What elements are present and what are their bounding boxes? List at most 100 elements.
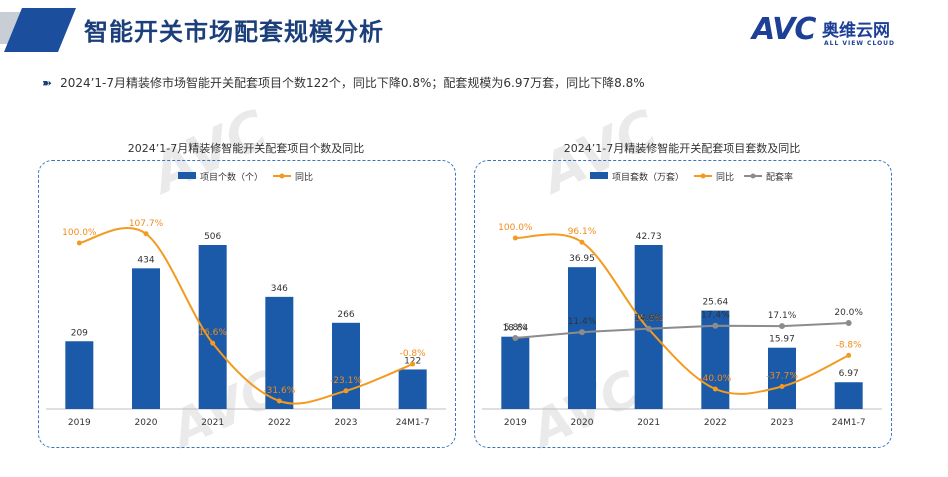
bar-value-label: 434 [137, 255, 154, 265]
yoy-line [79, 227, 414, 405]
line-point [712, 322, 719, 329]
x-tick-label: 2023 [771, 418, 794, 428]
logo-tagline: ALL VIEW CLOUD [824, 40, 896, 47]
line-value-label: 17.1% [768, 311, 797, 321]
x-tick-label: 2019 [68, 418, 91, 428]
legend-bar-swatch [178, 172, 196, 179]
legend-label: 配套率 [766, 171, 793, 183]
line-point [210, 340, 216, 346]
line-point [512, 335, 519, 341]
bar-value-label: 42.73 [636, 232, 662, 242]
bar-value-label: 25.64 [702, 298, 728, 308]
legend-label: 项目个数（个） [200, 171, 263, 183]
legend-label: 同比 [295, 171, 313, 183]
line-point [779, 384, 785, 390]
x-tick-label: 2019 [504, 418, 527, 428]
line-value-label: 15.6% [634, 314, 663, 324]
left-chart-title: 2024’1-7月精装修智能开关配套项目个数及同比 [127, 142, 365, 155]
bar [132, 268, 160, 409]
line-point [512, 235, 518, 241]
bar [568, 267, 596, 409]
summary-text: 2024’1-7月精装修市场智能开关配套项目个数122个，同比下降0.8%；配套… [60, 76, 645, 90]
line-value-label: 16.6% [198, 328, 227, 338]
legend-marker [750, 173, 756, 179]
line-point [645, 325, 652, 332]
x-tick-label: 2021 [637, 418, 660, 428]
line-value-label: 100.0% [62, 228, 97, 238]
line-value-label: 5.8% [504, 323, 527, 333]
bar-value-label: 36.95 [569, 254, 595, 264]
title-banner [0, 8, 76, 52]
arrow-bullet-icon: ➽ [42, 76, 53, 90]
legend-item: 项目套数（万套） [590, 171, 684, 183]
legend-marker [700, 173, 706, 179]
bar [332, 322, 360, 409]
x-tick-label: 24M1-7 [396, 418, 430, 428]
x-tick-label: 2020 [571, 418, 594, 428]
bar [65, 341, 94, 409]
yoy-line [515, 233, 850, 395]
line-value-label: -31.6% [263, 386, 295, 396]
line-point [579, 239, 585, 245]
bar-value-label: 266 [337, 310, 354, 320]
legend-item: 同比 [273, 171, 313, 183]
legend-label: 同比 [716, 171, 734, 183]
chart-legend: 项目套数（万套） 同比 配套率 [590, 171, 793, 183]
legend-item: 项目个数（个） [178, 171, 263, 183]
x-tick-label: 2021 [201, 418, 224, 428]
legend-bar-swatch [590, 172, 608, 179]
line-point [143, 231, 149, 237]
line-value-label: 17.4% [701, 311, 730, 321]
line-point [779, 323, 785, 330]
bar [834, 382, 863, 409]
line-value-label: 11.4% [568, 317, 597, 327]
legend-item: 配套率 [744, 171, 793, 183]
line-point [276, 398, 282, 404]
bar [265, 296, 294, 409]
bar-value-label: 18.84 [502, 324, 528, 334]
left-chart-panel [38, 160, 456, 448]
logo-name: 奥维云网 [822, 21, 890, 41]
line-point [846, 352, 852, 358]
line-value-label: -8.8% [836, 340, 863, 350]
right-chart-panel [474, 160, 892, 448]
bar-value-label: 346 [271, 284, 288, 294]
legend-label: 项目套数（万套） [612, 171, 684, 183]
bar [501, 336, 530, 409]
x-tick-label: 2022 [268, 418, 291, 428]
line-value-label: -40.0% [699, 374, 731, 384]
x-tick-label: 2023 [335, 418, 358, 428]
logo-mark: AVC [752, 12, 816, 47]
line-value-label: 107.7% [129, 219, 164, 229]
line-value-label: 20.0% [834, 308, 863, 318]
line-point [845, 320, 852, 326]
legend-item: 同比 [694, 171, 734, 183]
chart-legend: 项目个数（个） 同比 [178, 171, 313, 183]
page-title: 智能开关市场配套规模分析 [84, 18, 384, 46]
line-point [579, 329, 585, 336]
line-point [712, 386, 718, 392]
summary-line: ➽ 2024’1-7月精装修市场智能开关配套项目个数122个，同比下降0.8%；配… [42, 74, 645, 91]
bar-value-label: 15.97 [769, 335, 795, 345]
line-value-label: -23.1% [330, 376, 362, 386]
x-tick-label: 24M1-7 [832, 418, 866, 428]
line-value-label: 100.0% [498, 223, 533, 233]
bar [198, 245, 227, 409]
avc-logo: AVC 奥维云网 ALL VIEW CLOUD [752, 12, 912, 56]
left-chart: 项目个数（个） 同比 209 434 506 346 266 122 2019 2020 2021 2… [46, 171, 446, 428]
line-point [410, 361, 416, 367]
line-point [343, 388, 349, 394]
bar-value-label: 122 [404, 356, 421, 366]
line-value-label: -37.7% [766, 372, 798, 382]
bar-value-label: 6.97 [839, 369, 859, 379]
line-value-label: 96.1% [568, 227, 597, 237]
x-tick-label: 2020 [135, 418, 158, 428]
right-chart-title: 2024’1-7月精装修智能开关配套项目套数及同比 [563, 142, 801, 155]
right-chart: 项目套数（万套） 同比 配套率 18.84 36.95 42.73 25.64 15.97 6.… [482, 171, 882, 428]
bar [768, 347, 796, 409]
line-value-label: 14.6% [634, 314, 663, 324]
line-point [76, 240, 82, 246]
x-tick-label: 2022 [704, 418, 727, 428]
bar-value-label: 209 [71, 328, 88, 338]
bar-value-label: 506 [204, 232, 221, 242]
